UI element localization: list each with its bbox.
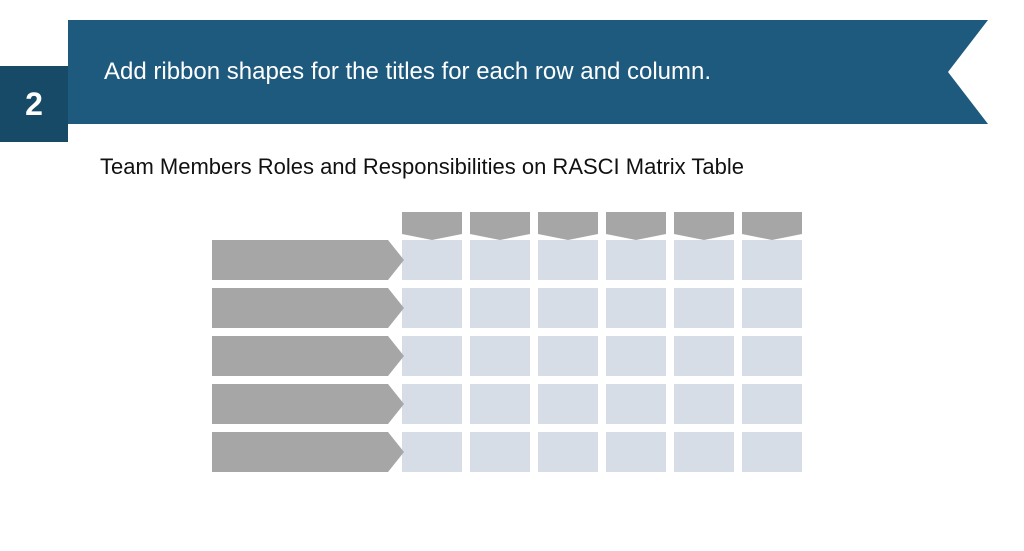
column-header-tab [674, 212, 734, 234]
matrix-row [212, 432, 822, 472]
column-header-row [402, 212, 822, 234]
matrix-cell [606, 432, 666, 472]
rasci-matrix [212, 212, 822, 480]
matrix-cell [402, 288, 462, 328]
matrix-cell [674, 384, 734, 424]
column-header-tab [470, 212, 530, 234]
matrix-cell [402, 384, 462, 424]
matrix-cell [674, 240, 734, 280]
matrix-cell [538, 288, 598, 328]
matrix-cell [470, 336, 530, 376]
matrix-cell [742, 336, 802, 376]
matrix-cell [470, 288, 530, 328]
step-title-ribbon: Add ribbon shapes for the titles for eac… [68, 20, 988, 124]
matrix-cell [606, 288, 666, 328]
matrix-cell [402, 336, 462, 376]
row-header-ribbon [212, 336, 388, 376]
matrix-cell [674, 432, 734, 472]
matrix-row [212, 288, 822, 328]
row-header-ribbon [212, 240, 388, 280]
matrix-cell [402, 240, 462, 280]
matrix-cell [538, 384, 598, 424]
matrix-cell [742, 288, 802, 328]
column-header-tab [742, 212, 802, 234]
matrix-cell [470, 240, 530, 280]
column-header-tab [402, 212, 462, 234]
step-number-badge: 2 [0, 66, 68, 142]
matrix-row [212, 336, 822, 376]
row-header-ribbon [212, 384, 388, 424]
matrix-cell [538, 336, 598, 376]
matrix-cell [742, 432, 802, 472]
matrix-cell [742, 384, 802, 424]
row-header-ribbon [212, 288, 388, 328]
column-header-tab [606, 212, 666, 234]
matrix-cell [470, 384, 530, 424]
matrix-cell [606, 384, 666, 424]
matrix-cell [470, 432, 530, 472]
matrix-cell [538, 240, 598, 280]
matrix-cell [674, 288, 734, 328]
column-header-tab [538, 212, 598, 234]
matrix-cell [606, 336, 666, 376]
step-title-text: Add ribbon shapes for the titles for eac… [104, 56, 711, 88]
matrix-cell [402, 432, 462, 472]
matrix-body [212, 240, 822, 472]
matrix-row [212, 384, 822, 424]
matrix-cell [538, 432, 598, 472]
matrix-cell [674, 336, 734, 376]
matrix-row [212, 240, 822, 280]
matrix-cell [606, 240, 666, 280]
matrix-subtitle: Team Members Roles and Responsibilities … [100, 154, 984, 180]
step-number: 2 [25, 86, 43, 123]
matrix-cell [742, 240, 802, 280]
row-header-ribbon [212, 432, 388, 472]
